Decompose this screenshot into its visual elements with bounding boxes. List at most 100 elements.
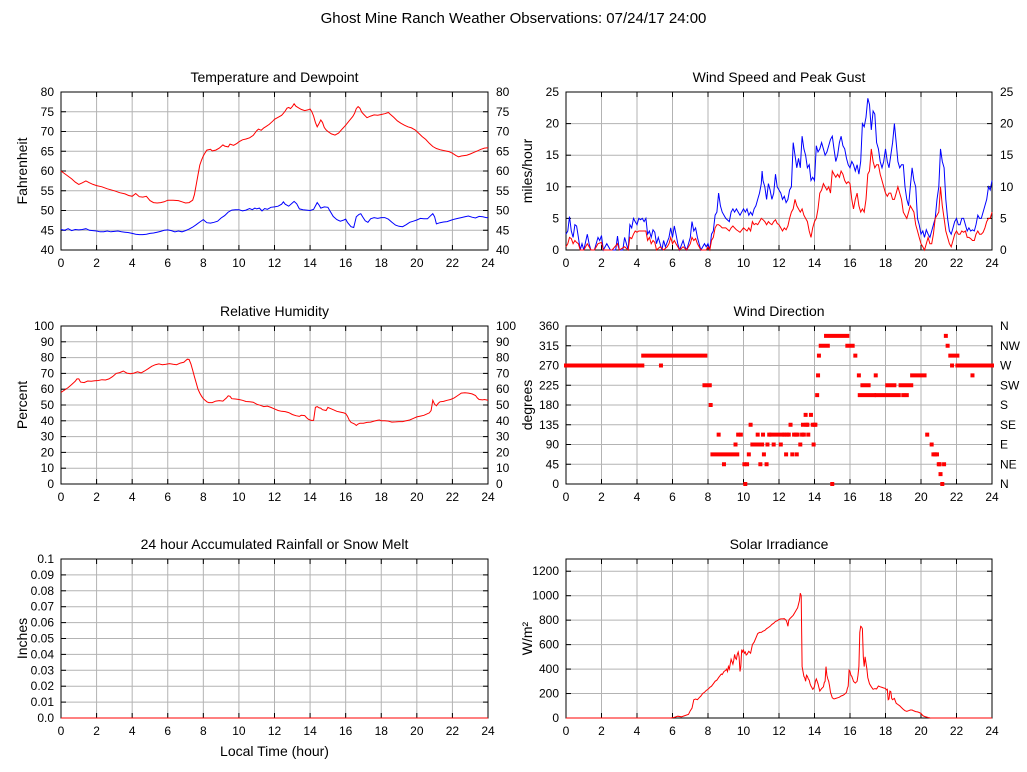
svg-text:10: 10 — [232, 490, 246, 504]
tick-marks — [565, 559, 993, 719]
temperature-line — [60, 102, 489, 204]
svg-text:4: 4 — [634, 490, 641, 504]
svg-text:4: 4 — [129, 490, 136, 504]
svg-text:16: 16 — [843, 256, 857, 270]
svg-text:10: 10 — [546, 180, 560, 194]
svg-text:8: 8 — [705, 724, 712, 738]
svg-text:1000: 1000 — [532, 589, 559, 603]
svg-text:22: 22 — [950, 724, 964, 738]
gridlines — [60, 558, 489, 719]
svg-text:0: 0 — [1000, 243, 1007, 257]
tick-marks — [60, 325, 489, 485]
svg-text:30: 30 — [496, 430, 510, 444]
svg-text:45: 45 — [41, 223, 55, 237]
svg-text:24: 24 — [985, 490, 999, 504]
svg-text:0.0: 0.0 — [37, 711, 54, 725]
svg-text:600: 600 — [539, 638, 559, 652]
svg-text:14: 14 — [303, 490, 317, 504]
svg-text:14: 14 — [808, 490, 822, 504]
chart-title-solar: Solar Irradiance — [730, 536, 829, 552]
svg-text:2: 2 — [598, 724, 605, 738]
svg-text:50: 50 — [41, 398, 55, 412]
svg-text:80: 80 — [496, 85, 510, 99]
svg-text:0.09: 0.09 — [31, 568, 55, 582]
chart-title-humidity: Relative Humidity — [220, 303, 329, 319]
svg-text:2: 2 — [598, 490, 605, 504]
wind-speed-line — [565, 148, 993, 252]
svg-text:1200: 1200 — [532, 564, 559, 578]
svg-text:20: 20 — [410, 256, 424, 270]
svg-text:2: 2 — [93, 256, 100, 270]
tick-labels: 0 2 4 6 8 10 12 14 16 18 20 22 240.00.010.020.030.04… — [31, 552, 495, 738]
svg-text:16: 16 — [339, 724, 353, 738]
svg-text:0: 0 — [563, 490, 570, 504]
svg-text:0: 0 — [58, 256, 65, 270]
svg-text:15: 15 — [1000, 148, 1014, 162]
svg-text:6: 6 — [164, 256, 171, 270]
svg-text:6: 6 — [669, 490, 676, 504]
svg-text:8: 8 — [200, 724, 207, 738]
svg-text:SE: SE — [1000, 418, 1016, 432]
svg-text:0.1: 0.1 — [37, 552, 54, 566]
svg-text:0: 0 — [552, 477, 559, 491]
svg-text:6: 6 — [164, 724, 171, 738]
svg-text:20: 20 — [914, 490, 928, 504]
chart-title-wind: Wind Speed and Peak Gust — [693, 69, 866, 85]
svg-text:0.01: 0.01 — [31, 695, 55, 709]
svg-text:20: 20 — [914, 724, 928, 738]
svg-text:6: 6 — [164, 490, 171, 504]
svg-text:0.03: 0.03 — [31, 663, 55, 677]
gridlines — [565, 325, 993, 485]
svg-text:NW: NW — [1000, 339, 1021, 353]
svg-text:10: 10 — [737, 490, 751, 504]
svg-text:24: 24 — [985, 724, 999, 738]
svg-text:80: 80 — [496, 351, 510, 365]
svg-text:18: 18 — [375, 724, 389, 738]
svg-text:55: 55 — [496, 184, 510, 198]
svg-text:0: 0 — [552, 711, 559, 725]
svg-text:800: 800 — [539, 613, 559, 627]
svg-text:5: 5 — [1000, 211, 1007, 225]
y-axis-label-temperature: Fahrenheit — [14, 137, 30, 204]
svg-text:40: 40 — [41, 414, 55, 428]
svg-text:18: 18 — [375, 256, 389, 270]
svg-text:75: 75 — [41, 105, 55, 119]
svg-text:45: 45 — [546, 457, 560, 471]
svg-text:22: 22 — [950, 256, 964, 270]
chart-title-winddir: Wind Direction — [733, 303, 824, 319]
svg-text:0.06: 0.06 — [31, 616, 55, 630]
svg-text:24: 24 — [481, 256, 495, 270]
svg-text:10: 10 — [232, 724, 246, 738]
y-axis-label-winddir: degrees — [519, 380, 535, 431]
svg-text:25: 25 — [1000, 85, 1014, 99]
svg-text:80: 80 — [41, 351, 55, 365]
svg-text:6: 6 — [669, 256, 676, 270]
svg-text:14: 14 — [303, 256, 317, 270]
svg-text:NE: NE — [1000, 457, 1017, 471]
svg-text:12: 12 — [772, 490, 786, 504]
svg-text:22: 22 — [446, 256, 460, 270]
svg-text:180: 180 — [539, 398, 559, 412]
svg-text:16: 16 — [843, 724, 857, 738]
chart-solar: 0 2 4 6 8 10 12 14 16 18 20 22 240200400600800100012… — [519, 536, 999, 738]
tick-marks — [565, 325, 993, 485]
svg-text:12: 12 — [772, 724, 786, 738]
svg-text:60: 60 — [496, 164, 510, 178]
svg-text:16: 16 — [843, 490, 857, 504]
svg-text:0.02: 0.02 — [31, 679, 55, 693]
svg-text:0.08: 0.08 — [31, 584, 55, 598]
svg-text:20: 20 — [410, 724, 424, 738]
svg-text:50: 50 — [496, 398, 510, 412]
svg-text:12: 12 — [268, 490, 282, 504]
svg-text:E: E — [1000, 438, 1008, 452]
svg-text:50: 50 — [496, 204, 510, 218]
svg-text:25: 25 — [546, 85, 560, 99]
svg-text:0.04: 0.04 — [31, 647, 55, 661]
svg-text:10: 10 — [232, 256, 246, 270]
svg-text:12: 12 — [772, 256, 786, 270]
svg-text:8: 8 — [705, 490, 712, 504]
